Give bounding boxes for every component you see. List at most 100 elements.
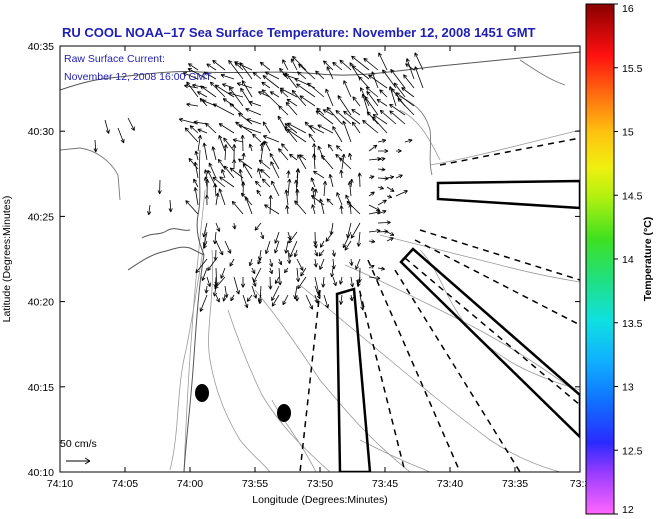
current-arrow xyxy=(186,81,199,98)
current-arrow xyxy=(377,266,386,271)
current-arrow xyxy=(294,295,300,302)
current-arrow xyxy=(405,58,415,80)
current-arrow xyxy=(203,240,208,249)
current-arrow xyxy=(187,68,208,80)
current-arrow xyxy=(356,276,361,288)
current-arrow xyxy=(278,258,283,266)
current-arrow xyxy=(185,200,199,215)
current-arrow xyxy=(204,194,209,206)
current-arrow xyxy=(368,175,375,180)
current-arrow xyxy=(363,57,379,71)
current-arrow xyxy=(256,189,262,197)
current-arrow xyxy=(234,61,253,71)
current-arrow xyxy=(271,180,280,197)
current-arrow xyxy=(241,152,246,161)
current-arrow xyxy=(386,175,395,180)
current-arrow xyxy=(229,167,244,179)
current-arrow xyxy=(232,144,237,161)
current-arrow xyxy=(93,139,98,153)
current-arrow xyxy=(257,258,262,265)
current-arrow xyxy=(205,178,210,197)
current-label: Raw Surface Current: xyxy=(64,53,165,65)
current-arrow xyxy=(286,98,298,107)
current-arrow xyxy=(222,83,235,89)
current-arrow xyxy=(229,103,244,116)
current-arrow xyxy=(389,103,406,116)
current-arrow xyxy=(197,134,202,152)
current-arrow xyxy=(326,106,343,125)
colorbar-label: Temperature (°C) xyxy=(642,217,654,302)
current-arrow xyxy=(314,285,321,300)
current-arrow xyxy=(203,169,209,179)
current-arrow xyxy=(208,162,217,179)
current-arrow xyxy=(325,88,334,107)
current-arrow xyxy=(351,109,361,116)
current-arrow xyxy=(313,170,325,179)
current-arrow xyxy=(343,110,361,125)
current-arrow xyxy=(260,231,265,240)
current-arrow xyxy=(193,187,199,206)
colorbar-tick-label: 13 xyxy=(622,382,634,394)
current-arrow xyxy=(356,231,361,247)
current-arrow xyxy=(194,150,199,161)
current-arrow xyxy=(296,83,316,98)
current-arrow xyxy=(199,294,208,312)
current-arrow xyxy=(285,101,298,116)
current-arrow xyxy=(295,188,300,206)
current-arrow xyxy=(339,169,344,179)
current-arrow xyxy=(332,61,343,71)
colorbar-tick-label: 14.5 xyxy=(622,190,643,202)
current-arrow xyxy=(242,163,253,179)
current-arrow xyxy=(376,99,388,107)
current-arrow xyxy=(298,63,316,80)
current-arrow xyxy=(228,91,244,98)
current-arrow xyxy=(351,55,370,71)
current-arrow xyxy=(287,231,292,241)
current-arrow xyxy=(404,138,413,143)
current-arrow xyxy=(200,85,217,98)
current-arrow xyxy=(322,109,334,116)
current-arrow xyxy=(228,59,244,80)
current-arrow xyxy=(230,294,235,302)
current-arrow xyxy=(157,179,162,195)
current-arrow xyxy=(259,61,271,71)
current-arrow xyxy=(286,170,291,179)
current-arrow xyxy=(269,152,280,170)
current-arrow xyxy=(352,96,361,107)
current-arrow xyxy=(297,154,307,170)
current-arrow xyxy=(314,294,319,304)
current-arrow xyxy=(335,145,343,152)
colorbar-tick-label: 16 xyxy=(622,3,634,15)
current-arrow xyxy=(264,71,280,80)
current-arrow xyxy=(310,195,325,206)
current-arrow xyxy=(279,87,298,98)
current-arrow xyxy=(305,294,314,310)
current-arrow xyxy=(414,52,424,71)
current-arrow xyxy=(212,285,218,297)
current-arrow xyxy=(205,122,217,134)
current-arrow xyxy=(257,294,262,303)
current-arrow xyxy=(386,186,395,192)
current-arrow xyxy=(104,119,110,134)
current-arrow xyxy=(377,229,389,234)
current-arrow xyxy=(313,188,318,197)
current-arrow xyxy=(257,168,262,179)
current-arrow xyxy=(182,72,199,80)
current-arrow xyxy=(287,178,292,197)
current-arrow xyxy=(261,81,271,89)
current-arrow xyxy=(223,137,235,152)
current-arrow xyxy=(223,165,235,179)
current-arrow xyxy=(238,124,262,134)
current-arrow xyxy=(193,120,208,125)
current-arrow xyxy=(202,222,208,238)
current-arrow xyxy=(264,204,280,215)
current-arrow xyxy=(368,239,376,244)
current-arrow xyxy=(213,183,218,197)
current-arrow xyxy=(277,267,283,286)
current-arrow xyxy=(252,71,262,80)
current-arrow xyxy=(307,82,325,98)
current-arrow xyxy=(289,240,298,258)
current-arrow xyxy=(299,95,316,107)
current-arrow xyxy=(377,157,386,162)
